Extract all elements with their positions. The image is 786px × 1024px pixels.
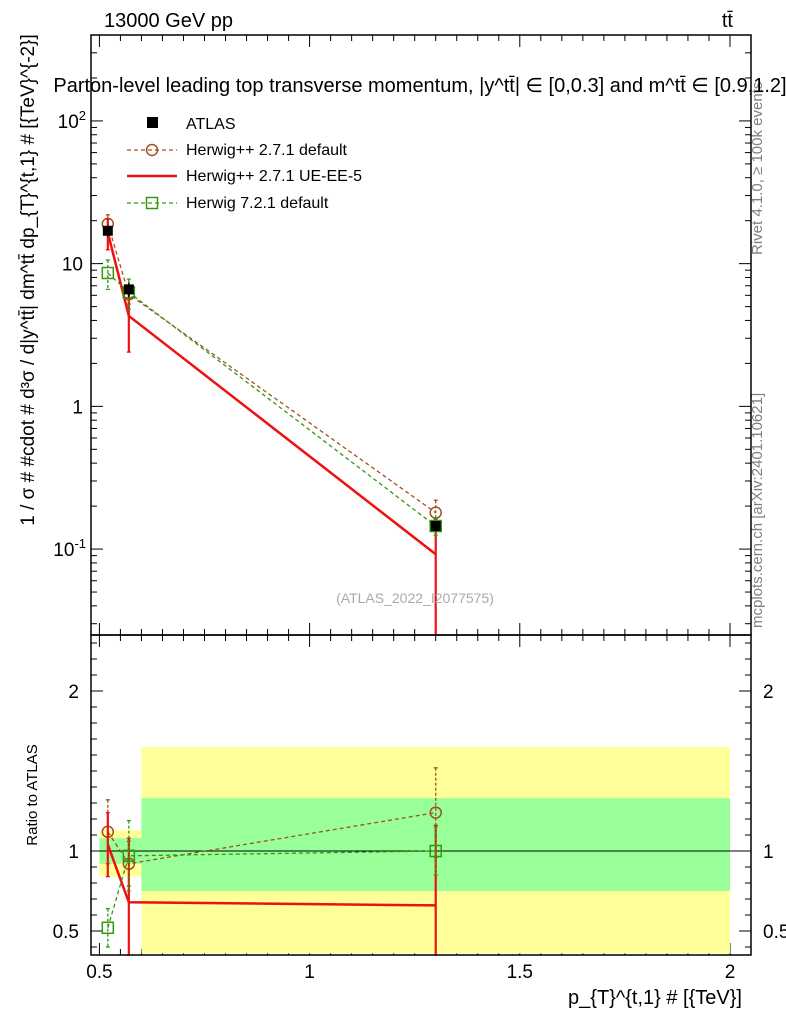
main-ylabel: 1 / σ # #cdot # d³σ / d|y^tt̄| dm^tt̄ dp… <box>18 34 39 526</box>
ratio-panel: 0.5 1 1.5 2 0.5 0.5 1 1 2 2 Ratio to ATLAS <box>24 634 786 983</box>
atlas-point <box>102 225 113 236</box>
y-tick-label-ratio-right: 0.5 <box>763 922 786 943</box>
main-plot-area: 10-1 1 10 102 <box>53 34 751 955</box>
x-tick-label: 1 <box>304 962 315 983</box>
ratio-point-circle <box>429 806 442 819</box>
x-tick-label: 1.5 <box>507 962 533 983</box>
legend-label-atlas: ATLAS <box>186 116 236 133</box>
ratio-point-square <box>122 849 136 863</box>
main-point-square <box>101 266 115 280</box>
watermark: (ATLAS_2022_I2077575) <box>336 590 494 606</box>
x-axis-label: p_{T}^{t,1} # [{TeV}] <box>568 987 742 1009</box>
y-tick-label-ratio-right: 2 <box>763 682 774 703</box>
y-tick-label-ratio-left: 0.5 <box>53 922 79 943</box>
legend-label-herwig7-default: Herwig 7.2.1 default <box>186 195 329 212</box>
ratio-frame <box>90 634 752 956</box>
x-tick-label: 2 <box>725 962 736 983</box>
rivet-label: Rivet 4.1.0, ≥ 100k events <box>749 82 766 255</box>
legend-marker-herwigpp-default <box>145 143 159 157</box>
ratio-ylabel: Ratio to ATLAS <box>24 744 41 845</box>
y-tick-label-main: 1 <box>72 397 83 418</box>
y-tick-label-main: 102 <box>58 108 86 133</box>
legend-label-herwigpp-default: Herwig++ 2.7.1 default <box>186 142 348 159</box>
legend-marker-atlas <box>147 117 158 128</box>
atlas-point <box>430 521 441 532</box>
main-line-herwig-2-7-1-default <box>107 223 437 514</box>
header-right: tt̄ <box>722 10 734 32</box>
y-tick-label-main: 10 <box>62 255 83 276</box>
legend: ATLAS Herwig++ 2.7.1 default Herwig++ 2.… <box>127 116 362 212</box>
y-tick-label-ratio-right: 1 <box>763 842 774 863</box>
ratio-point-square <box>429 844 442 858</box>
main-panel: 10-1 1 10 102 Parton-level leading top tran… <box>18 34 786 955</box>
main-line-herwig-2-7-1-ue-ee-5 <box>106 232 437 556</box>
y-tick-label-ratio-left: 1 <box>68 842 79 863</box>
main-title: Parton-level leading top transverse mome… <box>53 75 786 97</box>
legend-marker-herwig7-default <box>145 196 159 210</box>
x-tick-label: 0.5 <box>86 962 112 983</box>
main-line-herwig-7-2-1-default <box>107 272 437 527</box>
atlas-point <box>123 284 134 295</box>
header-left: 13000 GeV pp <box>104 10 233 32</box>
legend-label-herwigpp-ueee5: Herwig++ 2.7.1 UE-EE-5 <box>186 168 362 185</box>
y-tick-label-ratio-left: 2 <box>68 682 79 703</box>
ratio-plot-area: 0.5 1 1.5 2 0.5 0.5 1 1 2 2 <box>53 642 786 983</box>
main-point-square <box>429 519 442 533</box>
ratio-point-square <box>101 921 115 935</box>
mcplots-label: mcplots.cern.ch [arXiv:2401.10621] <box>749 393 766 628</box>
y-tick-label-main: 10-1 <box>53 536 86 561</box>
